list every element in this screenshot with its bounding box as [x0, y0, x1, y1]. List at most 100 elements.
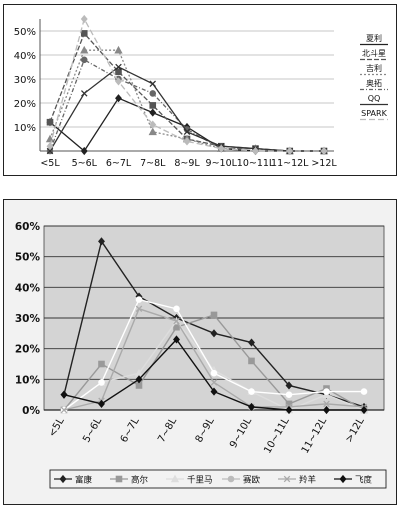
bottom-series [60, 335, 368, 415]
bottom-x-tick-label: >12L [344, 416, 367, 445]
top-x-tick-label: 9~10L [206, 158, 238, 169]
top-x-tick-label: 7~8L [140, 158, 166, 169]
bottom-data-point [60, 406, 68, 414]
bottom-legend-marker [115, 475, 123, 483]
bottom-y-tick-label: 20% [15, 344, 41, 356]
top-data-point [115, 94, 122, 103]
bottom-data-point [248, 402, 255, 412]
top-x-tick-label: >12L [311, 158, 337, 169]
top-data-point [183, 128, 191, 136]
bottom-data-point [248, 338, 255, 347]
top-series-line [49, 32, 324, 152]
top-series-line [49, 17, 324, 152]
bottom-y-tick-label: 60% [15, 221, 41, 233]
bottom-data-point [323, 388, 330, 395]
bottom-data-point [285, 381, 293, 390]
top-data-point [80, 14, 88, 24]
top-data-point [148, 127, 157, 136]
top-legend-label: 北斗星 [362, 49, 386, 58]
bottom-legend-label: 羚羊 [299, 475, 317, 486]
top-data-point [114, 45, 123, 54]
bottom-data-point [135, 382, 143, 389]
bottom-data-point [210, 329, 218, 338]
bottom-x-tick-label: 10~11L [262, 416, 291, 456]
top-data-point [80, 146, 88, 156]
top-data-point [80, 56, 88, 64]
bottom-data-point [285, 405, 293, 415]
top-data-point [252, 146, 259, 156]
bottom-data-point [210, 387, 218, 396]
bottom-data-point [173, 305, 180, 313]
bottom-data-point [285, 391, 293, 398]
top-legend-label: 奥拓 [366, 78, 382, 88]
bottom-data-point [210, 311, 218, 319]
top-x-tick-label: 6~7L [106, 158, 132, 169]
bottom-x-tick-label: 8~9L [194, 416, 217, 445]
top-y-tick-label: 20% [14, 99, 36, 110]
bottom-data-point [210, 379, 218, 386]
bottom-x-tick-label: 6~7L [119, 416, 142, 445]
top-x-tick-label: 10~11L [237, 158, 275, 169]
top-y-tick-label: 50% [14, 27, 36, 38]
bottom-data-point [98, 237, 105, 246]
bottom-data-point [173, 323, 180, 331]
top-legend-label: QQ [368, 94, 381, 103]
top-data-point [80, 90, 88, 97]
bottom-x-tick-label: <5L [47, 416, 67, 439]
top-series [46, 14, 328, 156]
bottom-legend-marker [339, 474, 347, 484]
top-data-point [149, 108, 157, 117]
bottom-data-point [135, 375, 143, 384]
top-data-point [46, 118, 54, 126]
top-data-point [286, 146, 294, 156]
bottom-series [60, 296, 368, 414]
top-data-point [149, 120, 157, 129]
bottom-legend-marker [227, 475, 235, 483]
bottom-data-point [323, 405, 330, 415]
bottom-y-tick-label: 30% [15, 313, 41, 325]
bottom-data-point [248, 357, 255, 365]
top-x-tick-label: 5~6L [72, 158, 98, 169]
bottom-legend-marker [59, 474, 67, 484]
top-legend-label: 夏利 [366, 33, 382, 43]
bottom-x-tick-label: 11~12L [300, 416, 329, 456]
top-data-point [149, 80, 157, 88]
bottom-y-tick-label: 0% [22, 405, 40, 417]
top-data-point [45, 134, 55, 143]
bottom-x-tick-label: 7~8L [156, 416, 179, 445]
top-y-tick-label: 10% [14, 123, 36, 134]
bottom-legend-label: 千里马 [187, 475, 213, 486]
bottom-data-point [173, 335, 180, 344]
top-data-point [115, 63, 122, 71]
top-data-point [46, 142, 54, 151]
top-x-tick-label: 8~9L [174, 158, 200, 169]
bottom-legend-label: 飞度 [355, 475, 373, 486]
top-chart-panel: 10% 20% 30% 40% 50% <5L 5~6L 6~7L 7~8L 8~9L 9~10L 1… [3, 4, 397, 176]
top-data-point [320, 146, 328, 156]
top-x-tick-label: 11~12L [271, 158, 309, 169]
bottom-legend-label: 高尔 [131, 475, 149, 486]
top-data-point [80, 45, 89, 54]
top-legend-label: SPARK [361, 109, 387, 118]
bottom-y-tick-label: 50% [15, 252, 41, 264]
bottom-legend-marker [170, 474, 180, 483]
bottom-data-point [135, 305, 143, 313]
top-y-tick-label: 40% [14, 51, 36, 62]
bottom-legend-label: 赛欧 [243, 475, 261, 486]
bottom-data-point [323, 400, 330, 408]
top-data-point [149, 102, 157, 109]
top-data-point [217, 144, 225, 153]
bottom-data-point [210, 369, 218, 377]
bottom-legend-label: 富康 [75, 475, 93, 486]
bottom-data-point [98, 399, 105, 408]
top-data-point [46, 147, 54, 155]
top-series-line [49, 58, 324, 152]
top-x-tick-label: <5L [40, 158, 60, 169]
bottom-chart-panel: 0% 10% 20% 30% 40% 50% 60% <5L 5~6L 6~7L 7~8L 8~9L 9… [3, 199, 397, 505]
bottom-data-point [98, 360, 105, 368]
top-line-chart: 10%20%30%40%50%<5L 5~6L 6~7L 7~8L 8~9L 9~10L 1… [14, 14, 388, 169]
bottom-legend-marker [283, 475, 291, 483]
bottom-data-point [360, 388, 368, 395]
bottom-legend-box [49, 469, 387, 489]
bottom-x-tick-label: 5~6L [81, 416, 104, 445]
